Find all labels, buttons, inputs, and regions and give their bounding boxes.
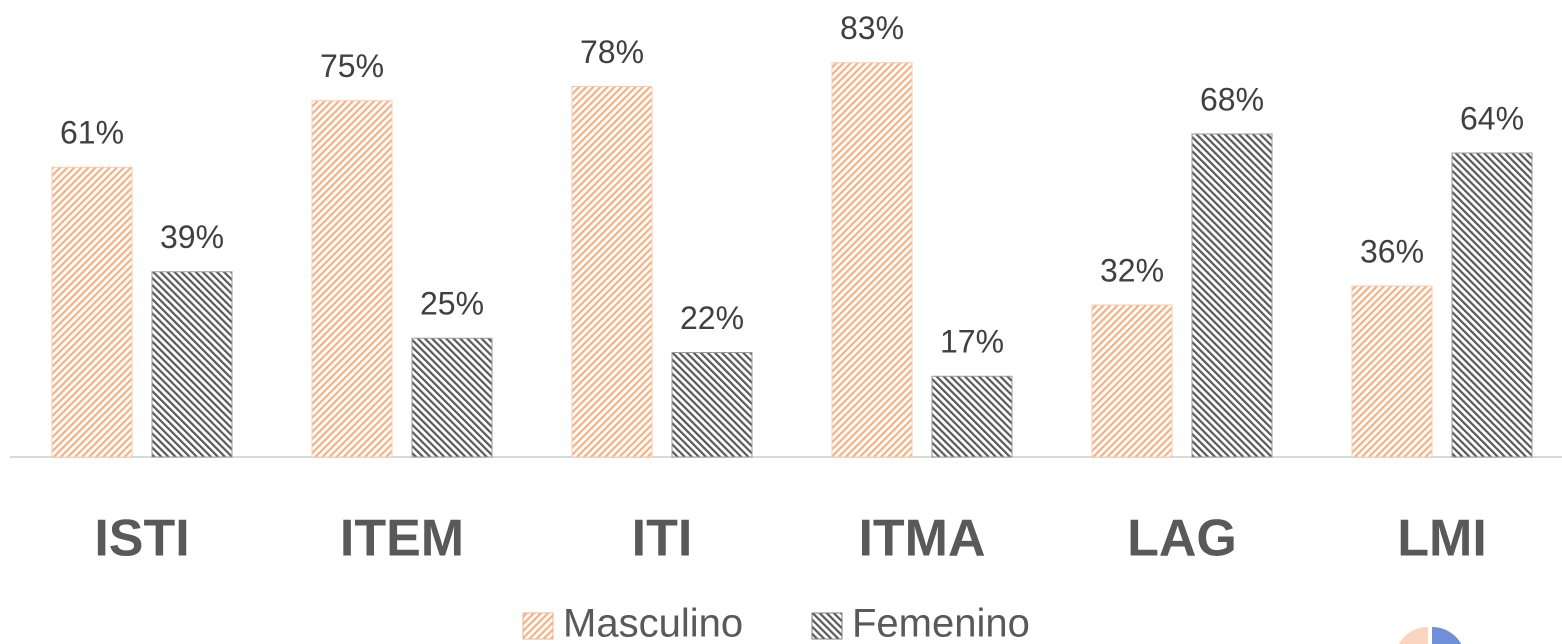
- bar: [571, 86, 653, 458]
- data-label: 32%: [1100, 252, 1164, 288]
- bar: [671, 352, 753, 458]
- data-label: 78%: [580, 34, 644, 70]
- legend-swatch: [522, 612, 554, 640]
- data-label: 36%: [1360, 233, 1424, 269]
- decor: [1432, 626, 1462, 644]
- x-tick-label: LMI: [1397, 510, 1487, 568]
- x-tick-label: ITI: [632, 510, 693, 568]
- bar: [311, 100, 393, 458]
- decor: [1398, 626, 1428, 644]
- legend-label: Femenino: [852, 602, 1030, 644]
- x-tick-label: ITEM: [340, 510, 464, 568]
- bar: [1091, 304, 1173, 458]
- data-label: 68%: [1200, 81, 1264, 117]
- bar: [411, 337, 493, 458]
- bar: [151, 271, 233, 458]
- bar: [1351, 285, 1433, 458]
- x-tick-label: ITMA: [858, 510, 985, 568]
- x-tick-label: ISTI: [94, 510, 189, 568]
- bar: [831, 62, 913, 458]
- legend-swatch: [811, 612, 843, 640]
- data-label: 61%: [60, 115, 124, 151]
- data-label: 22%: [680, 300, 744, 336]
- bar: [1191, 133, 1273, 458]
- bar: [931, 375, 1013, 458]
- x-tick-label: LAG: [1127, 510, 1237, 568]
- bar: [51, 166, 133, 458]
- pie-fragment: [1398, 626, 1462, 644]
- data-label: 17%: [940, 324, 1004, 360]
- data-label: 39%: [160, 219, 224, 255]
- data-label: 64%: [1460, 100, 1524, 136]
- legend-label: Masculino: [563, 602, 743, 644]
- data-label: 25%: [420, 286, 484, 322]
- bar: [1451, 152, 1533, 458]
- data-label: 83%: [840, 10, 904, 46]
- data-label: 75%: [320, 48, 384, 84]
